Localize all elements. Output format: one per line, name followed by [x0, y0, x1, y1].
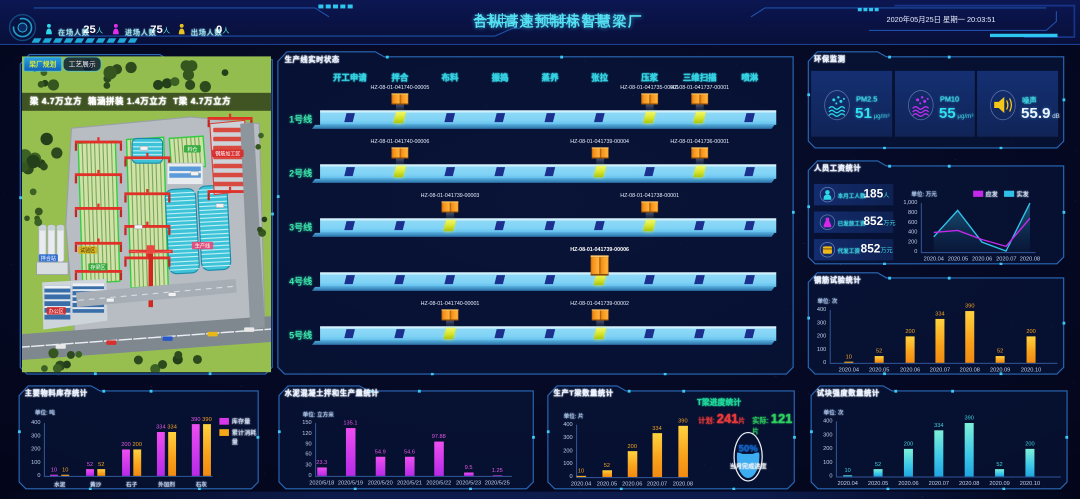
svg-text:生产线: 生产线 [195, 243, 210, 250]
svg-text:料仓: 料仓 [187, 146, 197, 153]
svg-text:拌合站: 拌合站 [41, 255, 56, 262]
svg-text:钢筋加工区: 钢筋加工区 [215, 150, 240, 157]
svg-text:办公区: 办公区 [49, 308, 64, 315]
svg-text:试验区: 试验区 [80, 247, 95, 254]
svg-text:存梁区: 存梁区 [90, 264, 105, 271]
